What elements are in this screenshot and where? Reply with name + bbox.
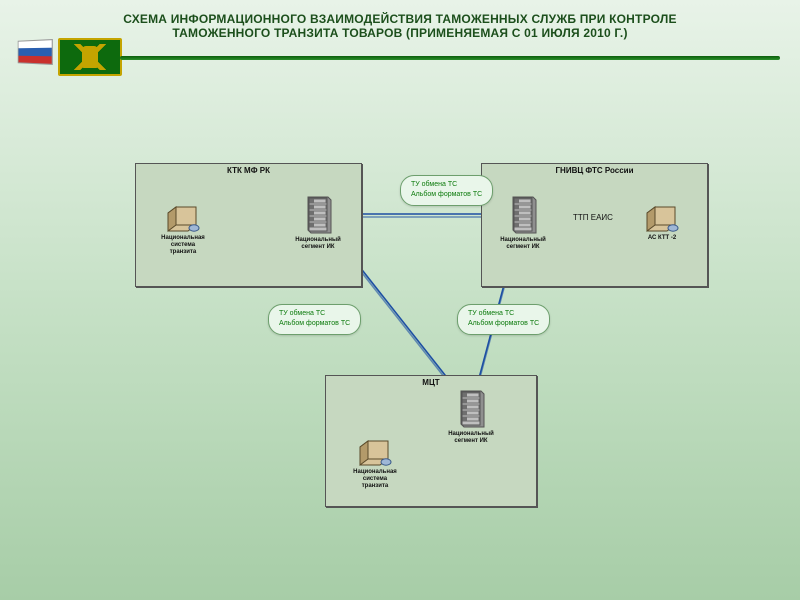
bubble-left: ТУ обмена ТС Альбом форматов ТС [268,304,361,335]
node-label: Национальныйсегмент ИК [291,237,345,251]
title-line2: ТАМОЖЕННОГО ТРАНЗИТА ТОВАРОВ (ПРИМЕНЯЕМА… [172,26,627,40]
network-lines [0,0,800,600]
node-nst_bot [358,437,392,467]
group-box-title: МЦТ [326,378,536,387]
page: СХЕМА ИНФОРМАЦИОННОГО ВЗАИМОДЕЙСТВИЯ ТАМ… [0,0,800,600]
group-box-title: КТК МФ РК [136,166,361,175]
node-label: Национальныйсегмент ИК [496,237,550,251]
customs-emblem-icon [58,38,122,76]
page-title: СХЕМА ИНФОРМАЦИОННОГО ВЗАИМОДЕЙСТВИЯ ТАМ… [0,12,800,40]
bubble-line2: Альбом форматов ТС [411,190,482,200]
bubble-top: ТУ обмена ТС Альбом форматов ТС [400,175,493,206]
node-seg_right [508,193,538,235]
bubble-line1: ТУ обмена ТС [279,309,350,319]
group-box-title: ГНИВЦ ФТС России [482,166,707,175]
node-ac_ktt [645,203,679,233]
flag-icon [18,39,53,65]
node-label: Национальнаясистематранзита [348,469,402,490]
header-rule [120,56,780,60]
bubble-line1: ТУ обмена ТС [411,180,482,190]
node-nst_left [166,203,200,233]
bubble-right: ТУ обмена ТС Альбом форматов ТС [457,304,550,335]
title-line1: СХЕМА ИНФОРМАЦИОННОГО ВЗАИМОДЕЙСТВИЯ ТАМ… [123,12,676,26]
node-seg_left [303,193,333,235]
node-label: Национальныйсегмент ИК [444,431,498,445]
node-label: Национальнаясистематранзита [156,235,210,256]
bubble-line2: Альбом форматов ТС [468,319,539,329]
node-seg_bot [456,387,486,429]
edge-label: ТТП ЕАИС [573,213,613,222]
bubble-line1: ТУ обмена ТС [468,309,539,319]
bubble-line2: Альбом форматов ТС [279,319,350,329]
node-label: АС КТТ -2 [635,235,689,242]
